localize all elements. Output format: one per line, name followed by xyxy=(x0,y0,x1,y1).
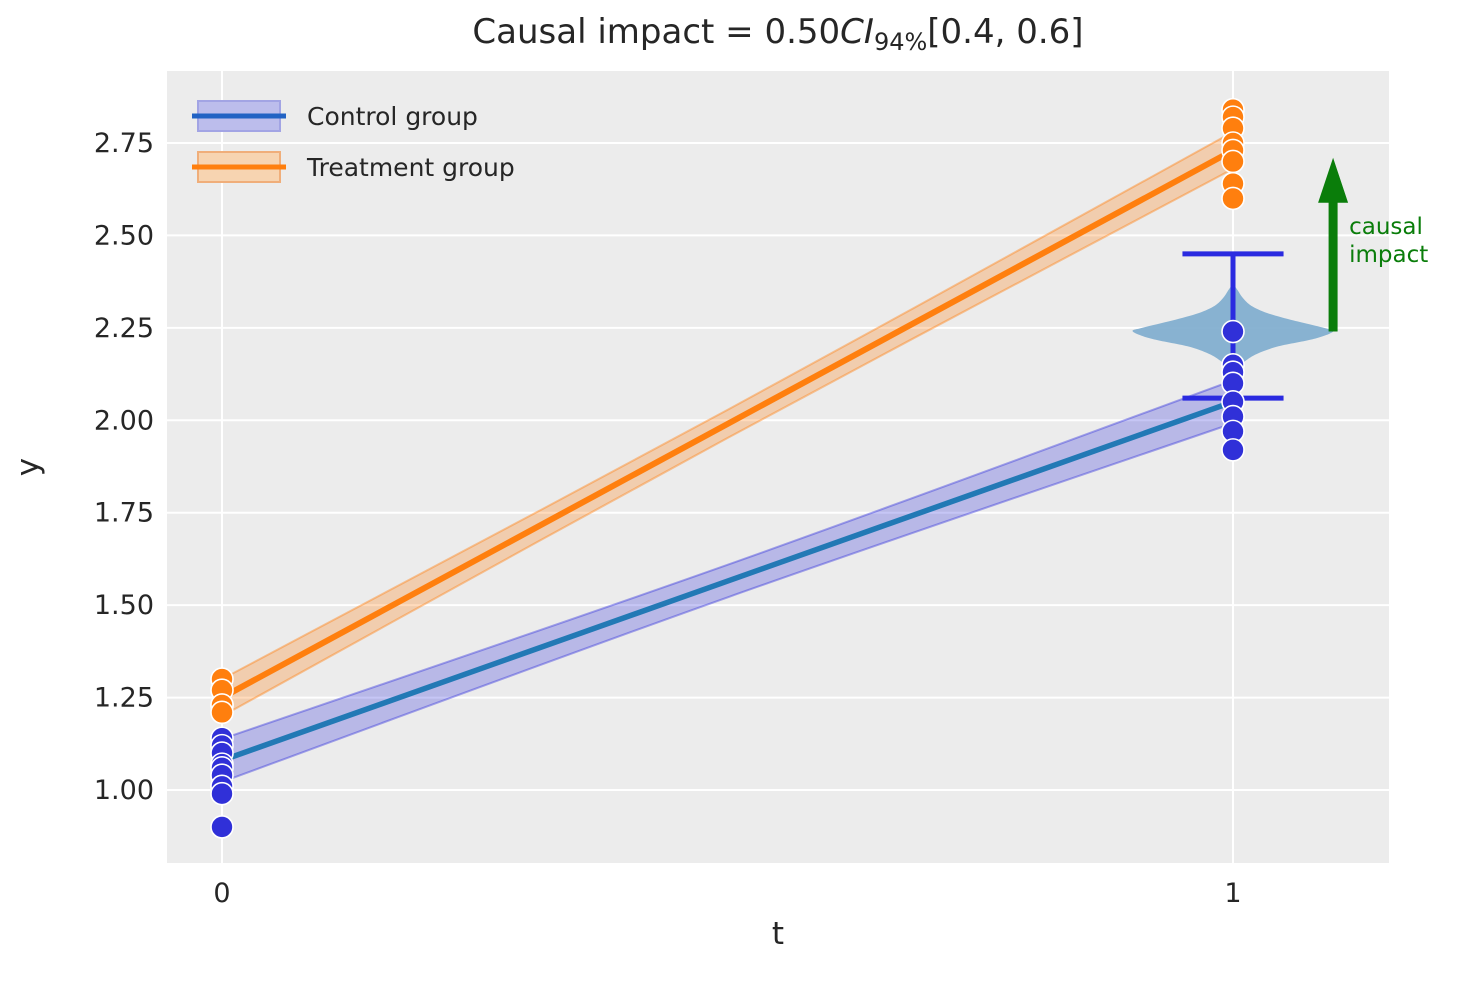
title-ci: CI xyxy=(840,12,874,52)
scatter-point-control-t1 xyxy=(1221,319,1245,344)
title-interval: [0.4, 0.6] xyxy=(927,12,1084,52)
y-tick-label: 1.00 xyxy=(94,775,154,806)
regression-line-treatment xyxy=(220,147,1235,701)
ci-band-edge-treatment xyxy=(221,131,1234,680)
legend-line-swatch xyxy=(192,113,286,119)
ci-band-edge-control xyxy=(221,379,1234,740)
legend-line-swatch xyxy=(192,164,286,170)
causal-impact-label: causal xyxy=(1349,214,1423,240)
y-tick-label: 2.00 xyxy=(94,405,154,436)
plot-area xyxy=(167,71,1389,863)
legend-item-control: Control group xyxy=(192,98,515,134)
y-tick-label: 1.50 xyxy=(94,590,154,621)
legend-label: Control group xyxy=(307,101,478,131)
scatter-point-treatment-t1 xyxy=(1221,186,1245,211)
y-axis-label: y xyxy=(10,458,46,476)
y-tick-label: 2.75 xyxy=(94,128,154,159)
scatter-point-treatment-t1 xyxy=(1221,149,1245,174)
x-axis-label: t xyxy=(772,916,784,952)
scatter-point-treatment-t0 xyxy=(210,700,234,725)
scatter-point-control-t0 xyxy=(210,815,234,839)
y-tick-label: 1.25 xyxy=(94,683,154,714)
scatter-point-control-t1 xyxy=(1221,438,1245,462)
causal-impact-arrow-head xyxy=(1318,157,1349,203)
regression-line-control xyxy=(221,399,1234,764)
legend: Control group Treatment group xyxy=(192,98,515,200)
legend-band-swatch xyxy=(192,100,286,132)
title-text: Causal impact = 0.50 xyxy=(472,12,841,52)
legend-item-treatment: Treatment group xyxy=(192,149,515,185)
causal-impact-label: impact xyxy=(1349,242,1428,268)
ci-band-edge-treatment xyxy=(221,167,1234,717)
legend-band-swatch xyxy=(192,151,286,183)
y-tick-label: 2.25 xyxy=(94,313,154,344)
title-ci-subscript: 94% xyxy=(873,28,928,56)
x-tick-label: 0 xyxy=(213,878,230,909)
y-tick-label: 1.75 xyxy=(94,498,154,529)
scatter-point-control-t0 xyxy=(210,781,234,806)
chart-title: Causal impact = 0.50CI94%[0.4, 0.6] xyxy=(167,12,1389,56)
legend-label: Treatment group xyxy=(307,152,515,182)
x-tick-label: 1 xyxy=(1224,878,1241,909)
y-tick-label: 2.50 xyxy=(94,220,154,251)
ci-band-edge-control xyxy=(221,422,1234,783)
